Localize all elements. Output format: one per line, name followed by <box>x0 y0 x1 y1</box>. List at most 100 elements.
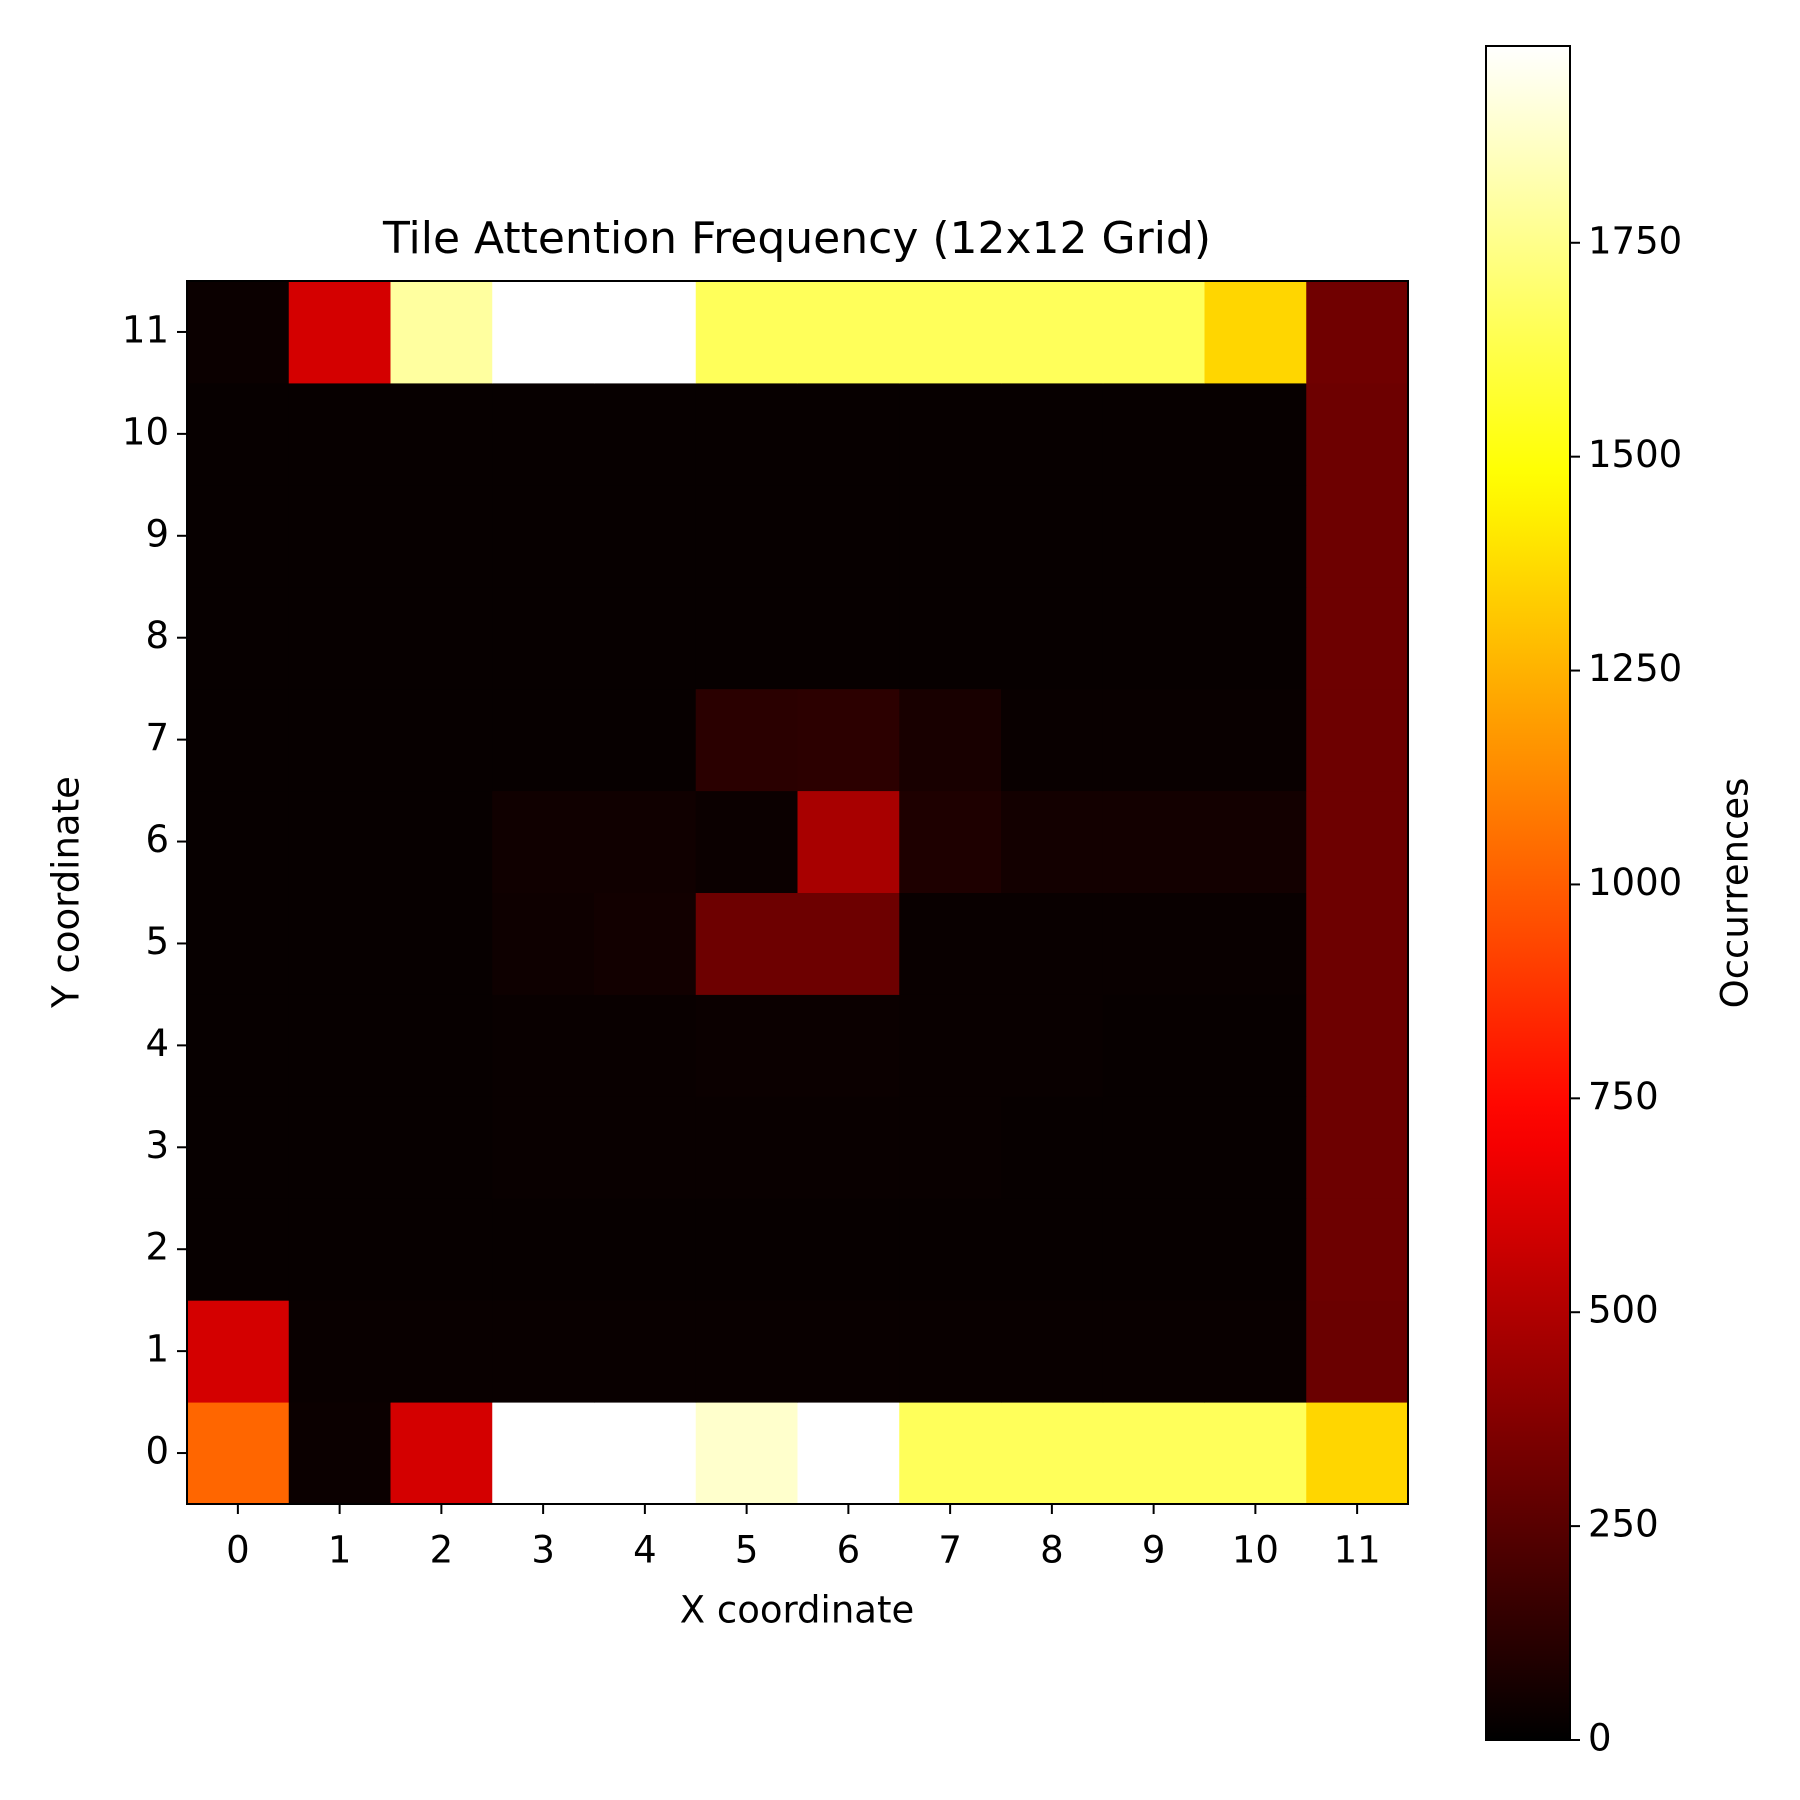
heatmap-cell <box>1204 1198 1307 1301</box>
heatmap-cell <box>695 1402 798 1505</box>
y-tick-label: 5 <box>145 920 169 963</box>
heatmap-cell <box>288 688 391 792</box>
heatmap-cell <box>492 484 595 588</box>
heatmap-cell <box>187 1198 290 1301</box>
heatmap-cell <box>1306 892 1409 995</box>
heatmap-cell <box>1204 586 1307 690</box>
heatmap-cell <box>492 586 595 690</box>
y-tick-label: 9 <box>145 512 169 555</box>
heatmap-cell <box>695 790 798 893</box>
heatmap-cell <box>288 1300 391 1403</box>
heatmap-cell <box>1204 1300 1307 1403</box>
heatmap-cell <box>1204 281 1307 384</box>
heatmap-cell <box>492 1096 595 1199</box>
heatmap-cell <box>1306 1300 1409 1403</box>
y-tick-label: 0 <box>145 1430 169 1473</box>
heatmap-cell <box>1001 892 1104 995</box>
heatmap-cell <box>797 586 900 690</box>
x-tick-label: 0 <box>226 1529 250 1572</box>
x-axis-label: X coordinate <box>680 1589 914 1632</box>
heatmap-cell <box>288 586 391 690</box>
x-tick-label: 8 <box>1040 1529 1064 1572</box>
heatmap-cell <box>288 382 391 486</box>
y-tick-label: 11 <box>122 308 169 351</box>
heatmap-cell <box>899 688 1002 792</box>
heatmap-cell <box>288 281 391 384</box>
heatmap-cell <box>288 1198 391 1301</box>
heatmap-cell <box>695 1096 798 1199</box>
heatmap-cell <box>1306 382 1409 486</box>
heatmap-cell <box>899 382 1002 486</box>
heatmap-cell <box>1102 382 1205 486</box>
heatmap-cell <box>1306 1096 1409 1199</box>
y-tick-label: 3 <box>145 1124 169 1167</box>
heatmap-cell <box>492 281 595 384</box>
heatmap-cell <box>594 688 697 792</box>
heatmap-cell <box>492 790 595 893</box>
heatmap-cell <box>899 994 1002 1097</box>
heatmap-cell <box>390 688 493 792</box>
heatmap-cell <box>187 994 290 1097</box>
heatmap-cell <box>1204 484 1307 588</box>
y-tick-label: 2 <box>145 1226 169 1269</box>
heatmap-cell <box>1204 892 1307 995</box>
heatmap-cell <box>1306 1198 1409 1301</box>
heatmap-cell <box>1306 994 1409 1097</box>
heatmap-cell <box>390 1198 493 1301</box>
heatmap-cell <box>797 994 900 1097</box>
y-tick-label: 7 <box>145 716 169 759</box>
heatmap-cell <box>695 892 798 995</box>
heatmap-cell <box>695 688 798 792</box>
heatmap-cell <box>797 892 900 995</box>
heatmap-cell <box>1001 688 1104 792</box>
x-tick-label: 3 <box>531 1529 555 1572</box>
colorbar-tick-label: 1000 <box>1588 861 1682 904</box>
heatmap-cell <box>594 382 697 486</box>
heatmap-cell <box>492 994 595 1097</box>
heatmap-cell <box>695 1300 798 1403</box>
heatmap-cell <box>1204 688 1307 792</box>
x-tick-label: 4 <box>633 1529 657 1572</box>
heatmap-cell <box>288 994 391 1097</box>
heatmap-cell <box>594 892 697 995</box>
heatmap-cell <box>1306 1402 1409 1505</box>
heatmap-cell <box>1001 994 1104 1097</box>
heatmap-cell <box>187 382 290 486</box>
heatmap-cell <box>390 1300 493 1403</box>
heatmap-cell <box>390 586 493 690</box>
heatmap-cell <box>1102 281 1205 384</box>
heatmap-cell <box>390 892 493 995</box>
heatmap-cell <box>594 484 697 588</box>
heatmap-cell <box>1102 892 1205 995</box>
heatmap-cell <box>1306 586 1409 690</box>
heatmap-cell <box>288 1096 391 1199</box>
heatmap-cell <box>1204 790 1307 893</box>
colorbar-tick-label: 0 <box>1588 1717 1612 1760</box>
heatmap-cell <box>594 1300 697 1403</box>
heatmap-cell <box>1306 790 1409 893</box>
heatmap-cell <box>187 281 290 384</box>
heatmap-cell <box>390 790 493 893</box>
heatmap-cell <box>187 1402 290 1505</box>
x-tick-label: 5 <box>735 1529 759 1572</box>
heatmap-cell <box>797 790 900 893</box>
heatmap-cell <box>695 994 798 1097</box>
heatmap-cell <box>492 382 595 486</box>
colorbar-tick-label: 250 <box>1588 1503 1659 1546</box>
heatmap-cell <box>1204 994 1307 1097</box>
heatmap-cell <box>1306 281 1409 384</box>
heatmap-cell <box>1204 382 1307 486</box>
heatmap-cell <box>1306 688 1409 792</box>
y-tick-label: 1 <box>145 1328 169 1371</box>
heatmap-cell <box>492 892 595 995</box>
heatmap-cell <box>1001 1402 1104 1505</box>
heatmap-cell <box>390 281 493 384</box>
heatmap-cell <box>1306 484 1409 588</box>
heatmap-cell <box>797 1096 900 1199</box>
x-tick-label: 6 <box>837 1529 861 1572</box>
y-axis-label: Y coordinate <box>45 776 88 1009</box>
colorbar-label: Occurrences <box>1714 778 1757 1009</box>
heatmap-cell <box>594 1198 697 1301</box>
heatmap-cell <box>187 790 290 893</box>
